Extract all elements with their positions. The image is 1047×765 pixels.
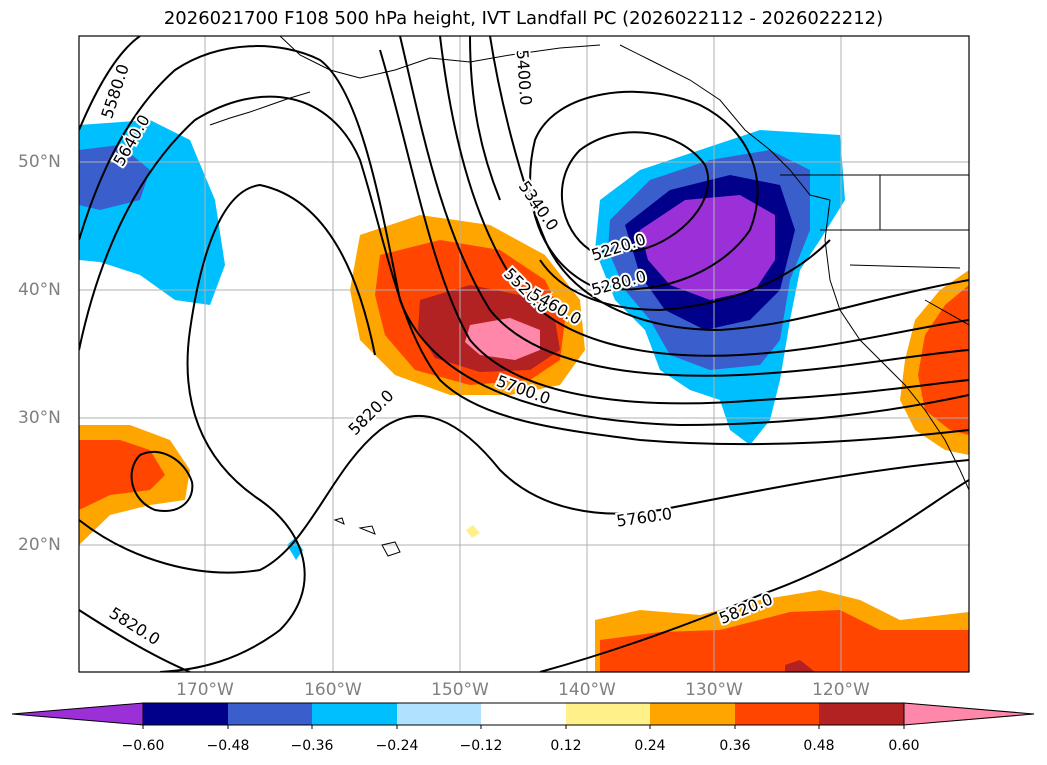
aleutian-islands: [209, 91, 311, 126]
lon-label-130w: 130°W: [685, 680, 743, 700]
contour-5820-south: [539, 479, 969, 672]
height-contours: [79, 36, 969, 672]
colorbar-segment: [143, 703, 228, 725]
alaska-coast: [279, 36, 601, 79]
contour-5640: [79, 45, 969, 427]
contour-5520: [399, 36, 969, 377]
lat-label-20n: 20°N: [18, 535, 61, 555]
lon-label-150w: 150°W: [431, 680, 489, 700]
colorbar-segment: [566, 703, 650, 725]
colorbar-segment: [819, 703, 904, 725]
contour-5460: [439, 36, 969, 357]
hawaii-1: [333, 517, 345, 525]
colorbar: [11, 702, 1035, 729]
hawaii-2: [358, 525, 376, 535]
graticule: [79, 36, 969, 672]
colorbar-segment: [650, 703, 735, 725]
positive-anomaly-south-strong: [785, 660, 815, 672]
negative-anomaly-east-core: [640, 195, 775, 300]
map-frame: [78, 35, 970, 673]
contour-5760: [79, 414, 969, 574]
lon-label-170w: 170°W: [176, 680, 234, 700]
colorbar-segment: [481, 703, 566, 725]
colorbar-segment: [228, 703, 312, 725]
colorbar-tick: −0.24: [375, 738, 419, 754]
contour-5700: [79, 95, 969, 446]
colorbar-tick: −0.36: [290, 738, 334, 754]
lat-label-30n: 30°N: [18, 408, 61, 428]
colorbar-tick: 0.12: [550, 738, 582, 754]
colorbar-extend-left: [11, 702, 144, 726]
positive-anomaly-central-max: [465, 318, 540, 360]
lat-label-50n: 50°N: [18, 152, 61, 172]
colorbar-tick: −0.12: [459, 738, 503, 754]
contour-5340: [469, 36, 831, 312]
contour-label: 5400.0: [513, 49, 536, 106]
alaska-panhandle: [619, 44, 831, 201]
map-title: 2026021700 F108 500 hPa height, IVT Land…: [163, 8, 884, 29]
colorbar-extend-right: [903, 702, 1035, 726]
positive-anomaly-south: [600, 610, 969, 672]
colorbar-segment: [397, 703, 481, 725]
colorbar-tick: 0.24: [634, 738, 666, 754]
west-coast: [824, 199, 969, 491]
colorbar-tick: 0.48: [803, 738, 835, 754]
hawaii-3: [381, 541, 401, 557]
state-border-2: [849, 264, 961, 269]
colorbar-tick: 0.36: [719, 738, 751, 754]
positive-anomaly-southwest: [79, 440, 165, 510]
colorbar-tick: 0.60: [888, 738, 920, 754]
colorbar-tick: −0.60: [121, 738, 165, 754]
contour-5400: [489, 36, 969, 332]
ivt-shading: [79, 120, 969, 672]
colorbar-segment: [312, 703, 397, 725]
contour-5820-southwest-loop: [130, 450, 194, 512]
contour-5580: [79, 36, 969, 405]
lat-label-40n: 40°N: [18, 280, 61, 300]
contour-5220: [560, 131, 710, 253]
contour-5820-southwest-corner: [79, 609, 191, 672]
negative-anomaly-west-core: [79, 145, 150, 210]
lon-label-160w: 160°W: [304, 680, 362, 700]
colorbar-tick: −0.48: [206, 738, 250, 754]
small-positive-blob: [466, 525, 480, 538]
contour-5280: [529, 90, 759, 291]
lon-label-120w: 120°W: [812, 680, 870, 700]
small-negative-blob: [287, 538, 303, 560]
lon-label-140w: 140°W: [558, 680, 616, 700]
contour-5820-west: [159, 183, 376, 672]
colorbar-segment: [735, 703, 819, 725]
